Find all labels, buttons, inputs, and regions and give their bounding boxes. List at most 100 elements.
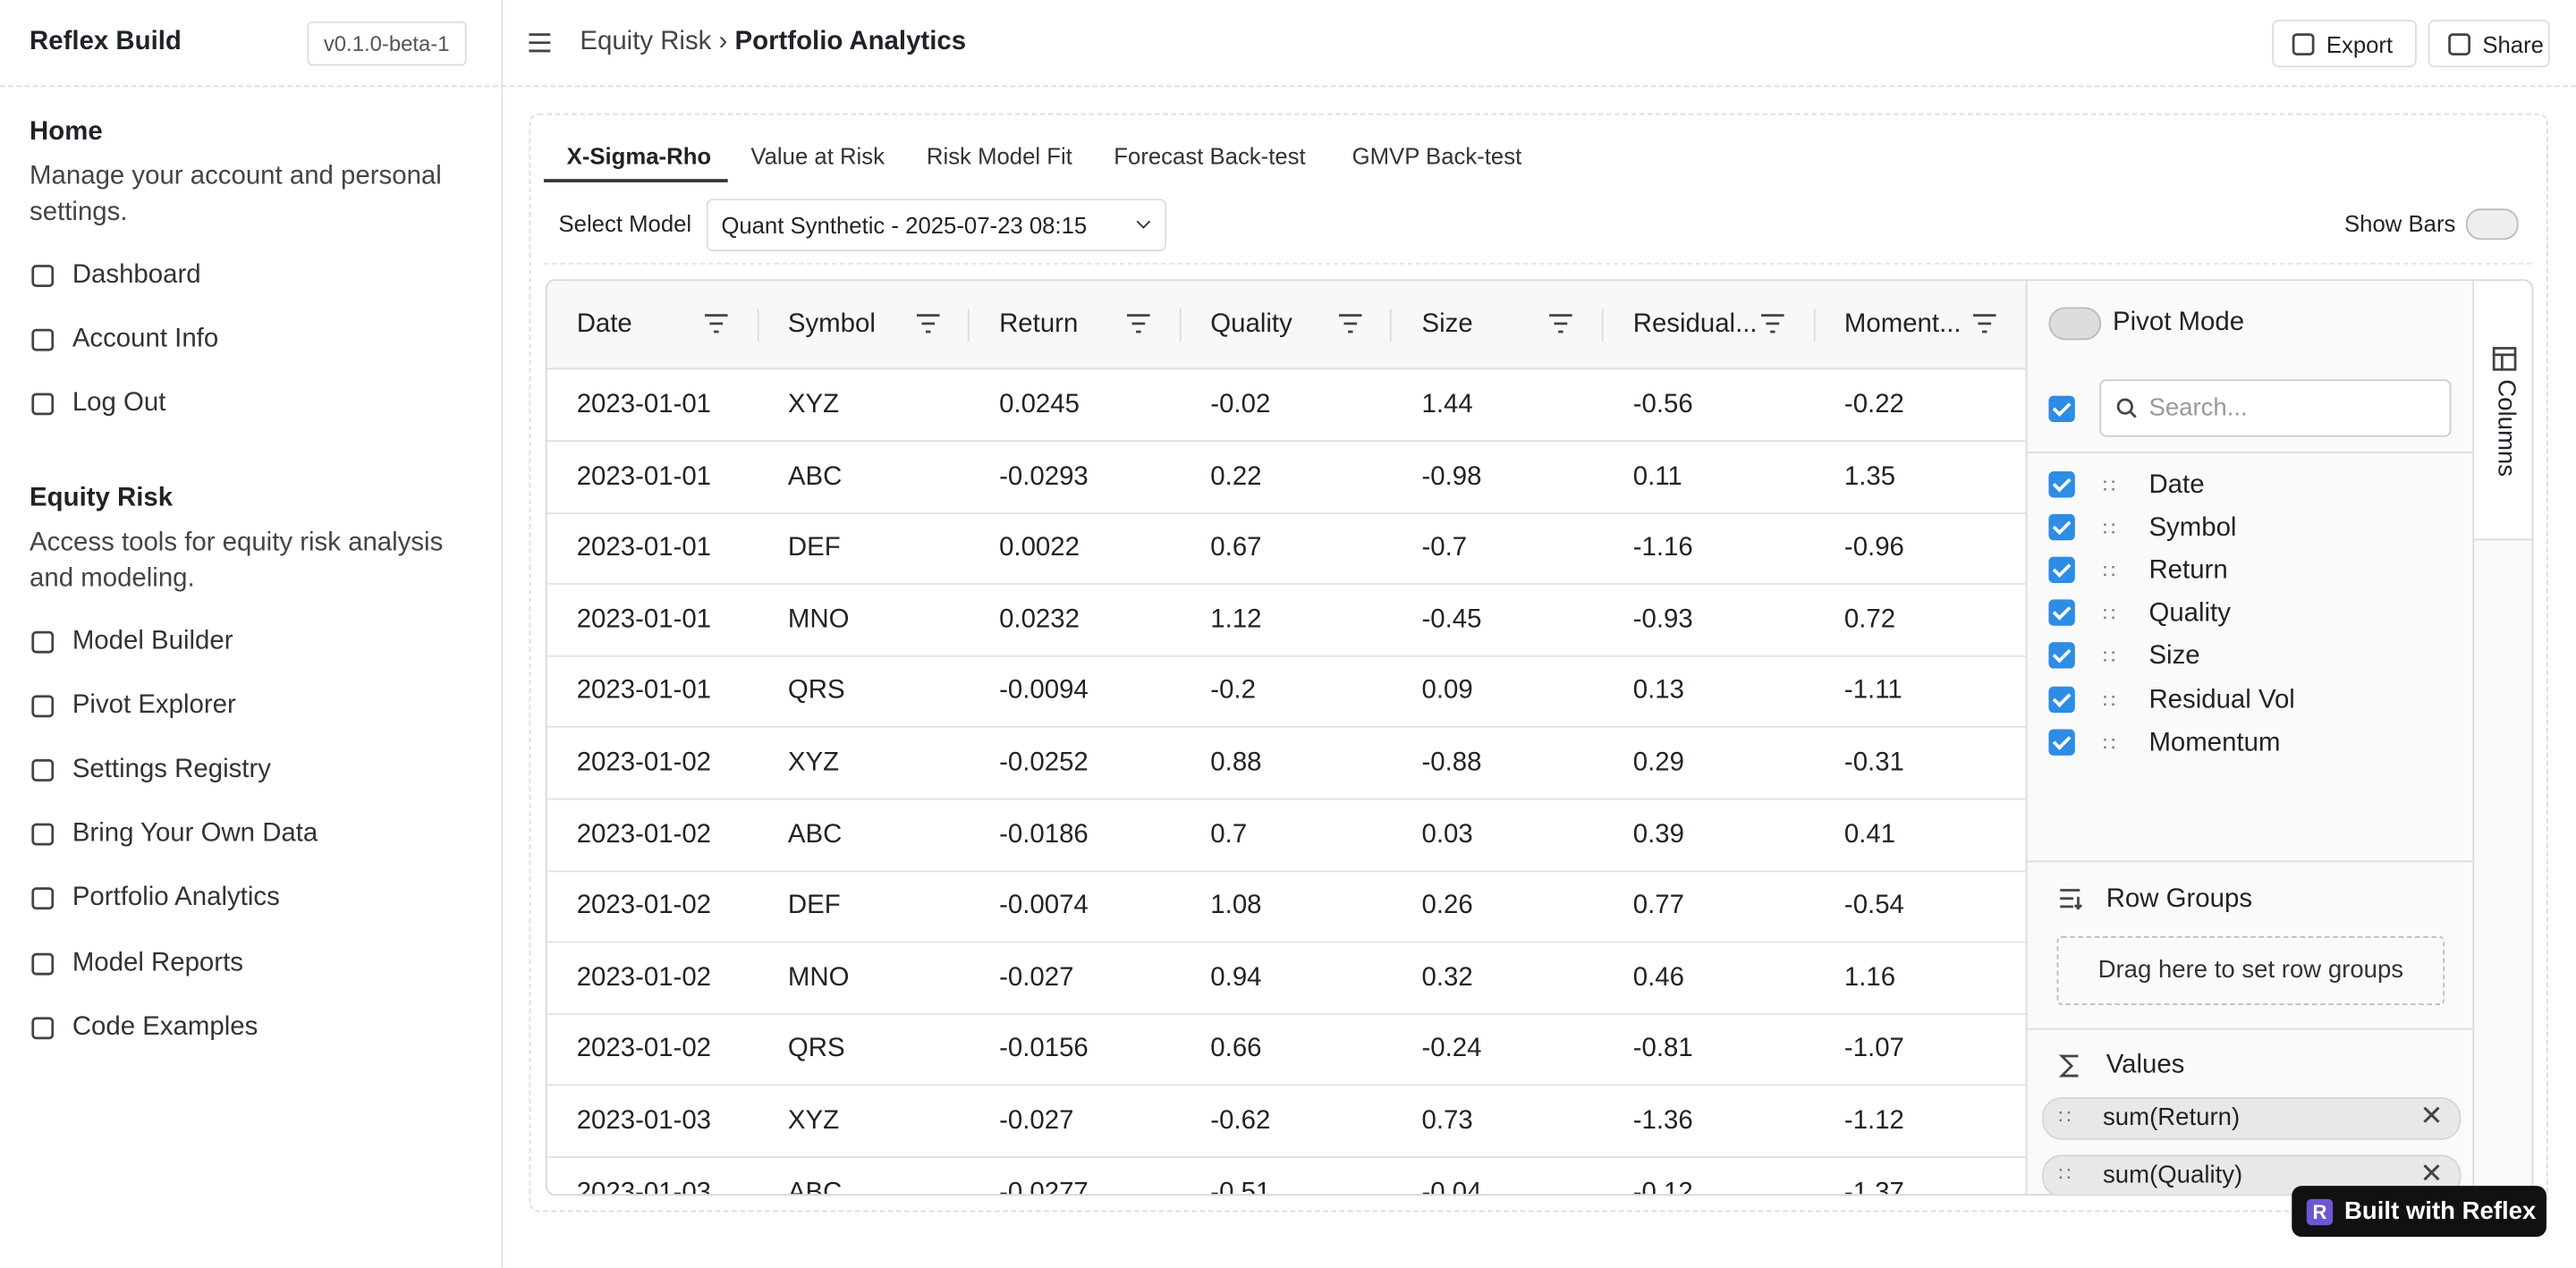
table-cell: 2023-01-02 — [576, 1035, 712, 1064]
drag-handle[interactable]: ∷ — [2103, 731, 2115, 756]
filter-icon[interactable] — [1549, 314, 1573, 334]
drag-handle: ∷ — [2058, 1162, 2072, 1187]
table-row: 2023-01-01 DEF 0.0022 0.67 -0.7 -1.16 -0.96 — [547, 512, 2026, 586]
value-chip[interactable]: ∷ sum(Return) ✕ — [2042, 1096, 2462, 1140]
select-all-checkbox[interactable] — [2048, 395, 2075, 423]
filter-icon[interactable] — [1127, 314, 1151, 334]
row-groups-dropzone[interactable]: Drag here to set row groups — [2056, 935, 2445, 1006]
column-name: Size — [2148, 642, 2200, 672]
table-cell: 2023-01-01 — [576, 677, 712, 706]
table-cell: -0.45 — [1421, 605, 1482, 634]
filter-icon[interactable] — [1760, 314, 1784, 334]
values-icon — [2058, 1054, 2079, 1078]
nav-item[interactable]: Portfolio Analytics — [72, 883, 280, 913]
column-checkbox[interactable] — [2048, 642, 2075, 670]
section-description: Access tools for equity risk analysis an… — [30, 528, 444, 593]
breadcrumb-parent[interactable]: Equity Risk — [580, 28, 712, 56]
columns-tab-label: Columns — [2492, 379, 2521, 477]
table-cell: -0.96 — [1843, 534, 1904, 562]
nav-icon — [31, 952, 55, 975]
table-cell: 0.11 — [1632, 462, 1682, 491]
table-cell: 2023-01-03 — [576, 1179, 712, 1195]
tab[interactable]: GMVP Back-test — [1352, 142, 1522, 170]
pivot-toggle[interactable] — [2048, 307, 2102, 341]
badge[interactable]: R Built with Reflex — [2292, 1186, 2546, 1238]
tab[interactable]: Value at Risk — [750, 142, 885, 170]
table-cell: -0.31 — [1843, 748, 1904, 777]
table-cell: -0.0156 — [999, 1035, 1089, 1064]
nav-item[interactable]: Settings Registry — [72, 755, 271, 784]
tab[interactable]: Risk Model Fit — [926, 142, 1072, 170]
nav-item[interactable]: Code Examples — [72, 1012, 258, 1042]
table-row: 2023-01-02 QRS -0.0156 0.66 -0.24 -0.81 -1.07 — [547, 1014, 2026, 1086]
tab[interactable]: Forecast Back-test — [1114, 142, 1306, 170]
table-cell: -1.11 — [1843, 677, 1902, 706]
nav-item[interactable]: Log Out — [72, 390, 166, 418]
menu-icon[interactable] — [526, 30, 554, 55]
table-cell: MNO — [787, 605, 850, 634]
drag-handle[interactable]: ∷ — [2103, 560, 2115, 584]
nav-item[interactable]: Dashboard — [72, 261, 201, 290]
table-cell: 0.77 — [1632, 892, 1684, 920]
column-checkbox[interactable] — [2048, 685, 2075, 713]
drag-handle[interactable]: ∷ — [2103, 646, 2115, 670]
nav-icon — [31, 1017, 55, 1039]
model-select[interactable]: Quant Synthetic - 2025-07-23 08:15 — [706, 199, 1167, 252]
action-button[interactable]: Export — [2272, 20, 2417, 68]
drag-handle[interactable]: ∷ — [2103, 689, 2115, 713]
search-box[interactable]: Search... — [2099, 379, 2452, 437]
filter-icon[interactable] — [1972, 314, 1996, 334]
column-separator — [1813, 309, 1815, 342]
action-button[interactable]: Share — [2428, 20, 2550, 68]
table-cell: -0.93 — [1632, 605, 1693, 634]
table-cell: 1.44 — [1421, 391, 1473, 419]
table-cell: -0.56 — [1632, 391, 1693, 419]
filter-icon[interactable] — [704, 314, 728, 334]
divider — [2027, 860, 2475, 863]
drag-handle[interactable]: ∷ — [2103, 474, 2115, 498]
table-row: 2023-01-02 XYZ -0.0252 0.88 -0.88 0.29 -0.31 — [547, 728, 2026, 800]
column-checkbox[interactable] — [2048, 728, 2075, 756]
remove-icon[interactable]: ✕ — [2419, 1157, 2444, 1189]
table-cell: 1.08 — [1210, 892, 1262, 920]
drag-handle[interactable]: ∷ — [2103, 517, 2115, 541]
table-cell: 2023-01-01 — [576, 534, 712, 562]
column-separator — [1179, 309, 1182, 342]
table-cell: -1.07 — [1843, 1035, 1904, 1064]
filter-icon[interactable] — [916, 314, 939, 334]
table-cell: ABC — [787, 1179, 843, 1195]
tab[interactable]: X-Sigma-Rho — [566, 142, 712, 170]
drag-handle[interactable]: ∷ — [2103, 603, 2115, 627]
side-tabs: Columns — [2472, 281, 2532, 1195]
column-checkbox[interactable] — [2048, 556, 2075, 584]
table-cell: -1.37 — [1843, 1179, 1904, 1195]
table-cell: -1.12 — [1843, 1106, 1904, 1136]
column-checkbox[interactable] — [2048, 599, 2075, 627]
table-cell: -0.62 — [1210, 1106, 1271, 1136]
chevron — [1136, 215, 1151, 229]
breadcrumb: Equity Risk › Portfolio Analytics — [580, 28, 966, 57]
table-cell: -0.0186 — [999, 820, 1089, 849]
model-select-value: Quant Synthetic - 2025-07-23 08:15 — [721, 211, 1088, 239]
row-groups: Row Groups — [2106, 885, 2253, 914]
nav-item[interactable]: Account Info — [72, 325, 219, 354]
nav-item[interactable]: Model Reports — [72, 948, 243, 977]
column-name: Residual Vol — [2148, 685, 2295, 714]
nav-item[interactable]: Model Builder — [72, 626, 233, 655]
column-checkbox[interactable] — [2048, 514, 2075, 541]
nav-item[interactable]: Pivot Explorer — [72, 690, 236, 720]
table-cell: -0.12 — [1632, 1179, 1693, 1195]
search-placeholder: Search... — [2148, 393, 2248, 423]
columns-tab[interactable]: Columns — [2474, 281, 2532, 541]
table-row: 2023-01-03 ABC -0.0277 -0.51 -0.04 -0.12 -1.37 — [547, 1157, 2026, 1194]
show-bars-toggle[interactable] — [2465, 208, 2519, 241]
table-row: 2023-01-02 DEF -0.0074 1.08 0.26 0.77 -0.54 — [547, 871, 2026, 943]
sidebar — [0, 0, 504, 1268]
nav-item[interactable]: Bring Your Own Data — [72, 819, 318, 849]
panel-divider — [543, 262, 2532, 265]
filter-icon[interactable] — [1338, 314, 1362, 334]
table-cell: 0.94 — [1210, 963, 1262, 993]
remove-icon[interactable]: ✕ — [2419, 1100, 2444, 1132]
column-checkbox[interactable] — [2048, 471, 2075, 498]
side-panel: Pivot Mode Search... Row Groups Drag her… — [2025, 281, 2475, 1195]
